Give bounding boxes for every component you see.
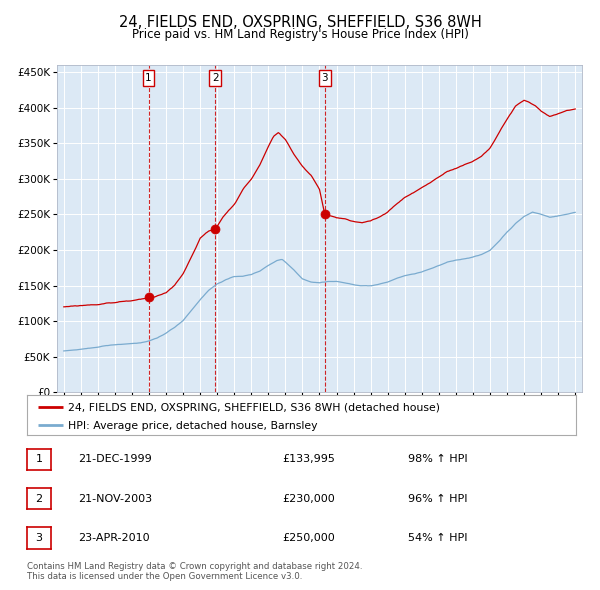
Text: £133,995: £133,995	[282, 454, 335, 464]
Text: 96% ↑ HPI: 96% ↑ HPI	[408, 494, 467, 503]
Text: Price paid vs. HM Land Registry's House Price Index (HPI): Price paid vs. HM Land Registry's House …	[131, 28, 469, 41]
Text: HPI: Average price, detached house, Barnsley: HPI: Average price, detached house, Barn…	[68, 421, 317, 431]
Text: 24, FIELDS END, OXSPRING, SHEFFIELD, S36 8WH: 24, FIELDS END, OXSPRING, SHEFFIELD, S36…	[119, 15, 481, 30]
Text: Contains HM Land Registry data © Crown copyright and database right 2024.: Contains HM Land Registry data © Crown c…	[27, 562, 362, 571]
Text: 3: 3	[35, 533, 43, 543]
Text: £230,000: £230,000	[282, 494, 335, 503]
Text: This data is licensed under the Open Government Licence v3.0.: This data is licensed under the Open Gov…	[27, 572, 302, 581]
Text: 3: 3	[322, 73, 328, 83]
Text: 2: 2	[35, 494, 43, 503]
Text: 24, FIELDS END, OXSPRING, SHEFFIELD, S36 8WH (detached house): 24, FIELDS END, OXSPRING, SHEFFIELD, S36…	[68, 402, 440, 412]
Text: 2: 2	[212, 73, 218, 83]
Text: £250,000: £250,000	[282, 533, 335, 543]
Text: 21-DEC-1999: 21-DEC-1999	[78, 454, 152, 464]
Text: 23-APR-2010: 23-APR-2010	[78, 533, 149, 543]
Text: 1: 1	[35, 454, 43, 464]
Text: 1: 1	[145, 73, 152, 83]
Text: 21-NOV-2003: 21-NOV-2003	[78, 494, 152, 503]
Text: 54% ↑ HPI: 54% ↑ HPI	[408, 533, 467, 543]
Text: 98% ↑ HPI: 98% ↑ HPI	[408, 454, 467, 464]
